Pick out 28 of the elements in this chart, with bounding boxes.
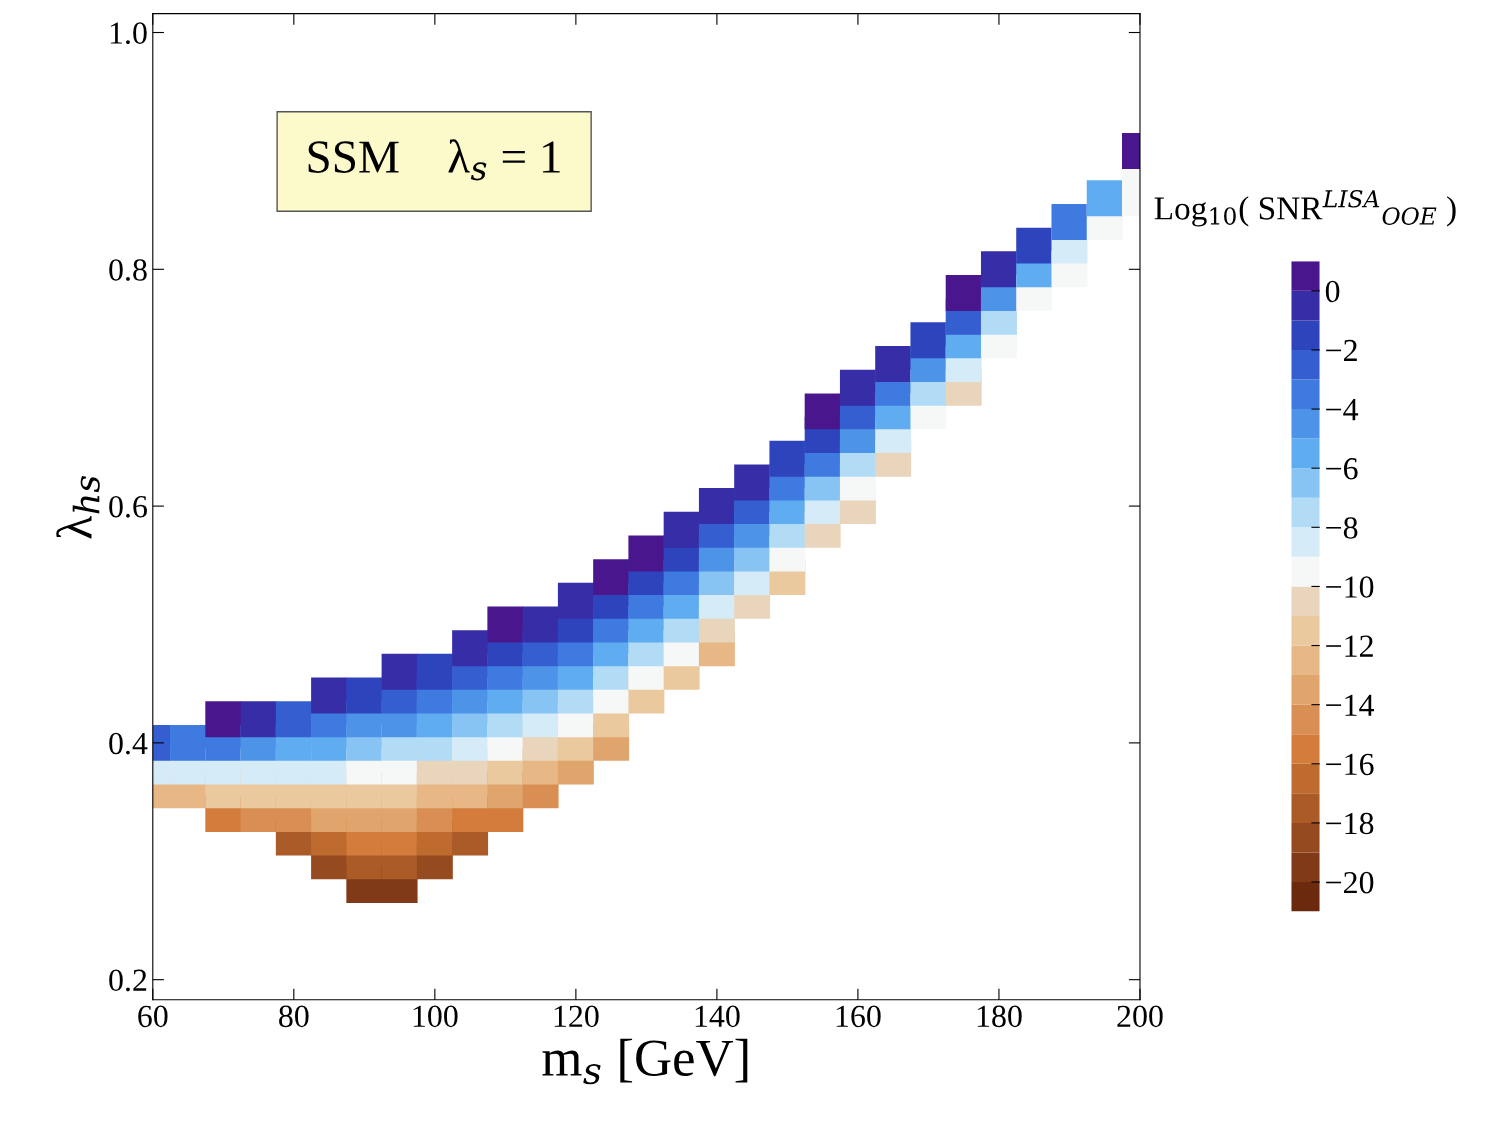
- y-axis-title: λ$_{hs}$: [56, 475, 100, 539]
- annotation: SSM λ$_{s}$ = 1: [308, 139, 560, 181]
- x-tick-label: 60: [138, 1005, 168, 1028]
- y-tick-label: 0.2: [109, 969, 147, 992]
- color-bar-label: −20: [1326, 871, 1374, 894]
- color-bar-label: −6: [1326, 458, 1358, 480]
- color-bar-label: 0: [1325, 280, 1340, 303]
- y-tick-label: 1.0: [110, 22, 147, 45]
- y-tick-label: 0.8: [109, 259, 147, 281]
- color-bar-title: Log$_{10}$( SNR$^{LISA}$$_{OOE}$ ): [1154, 189, 1456, 227]
- color-bar-label: −18: [1326, 812, 1374, 835]
- x-tick-label: 160: [836, 1005, 881, 1028]
- x-tick-label: 180: [977, 1005, 1022, 1028]
- x-tick-label: 100: [413, 1005, 458, 1028]
- x-tick-label: 120: [554, 1005, 599, 1028]
- y-tick-label: 0.4: [109, 732, 148, 755]
- color-bar-label: −12: [1326, 635, 1373, 657]
- x-axis-title: m$_{s}$ [GeV]: [542, 1038, 748, 1085]
- x-tick-label: 80: [279, 1005, 309, 1028]
- color-bar-label: −2: [1326, 339, 1357, 362]
- x-tick-label: 140: [695, 1005, 740, 1028]
- y-tick-label: 0.6: [109, 495, 147, 518]
- color-bar-label: −14: [1326, 694, 1375, 716]
- color-bar-label: −8: [1326, 517, 1358, 539]
- color-bar-label: −10: [1326, 576, 1374, 598]
- x-tick-label: 200: [1117, 1005, 1163, 1028]
- color-bar-label: −16: [1326, 753, 1374, 776]
- color-bar-label: −4: [1326, 399, 1359, 421]
